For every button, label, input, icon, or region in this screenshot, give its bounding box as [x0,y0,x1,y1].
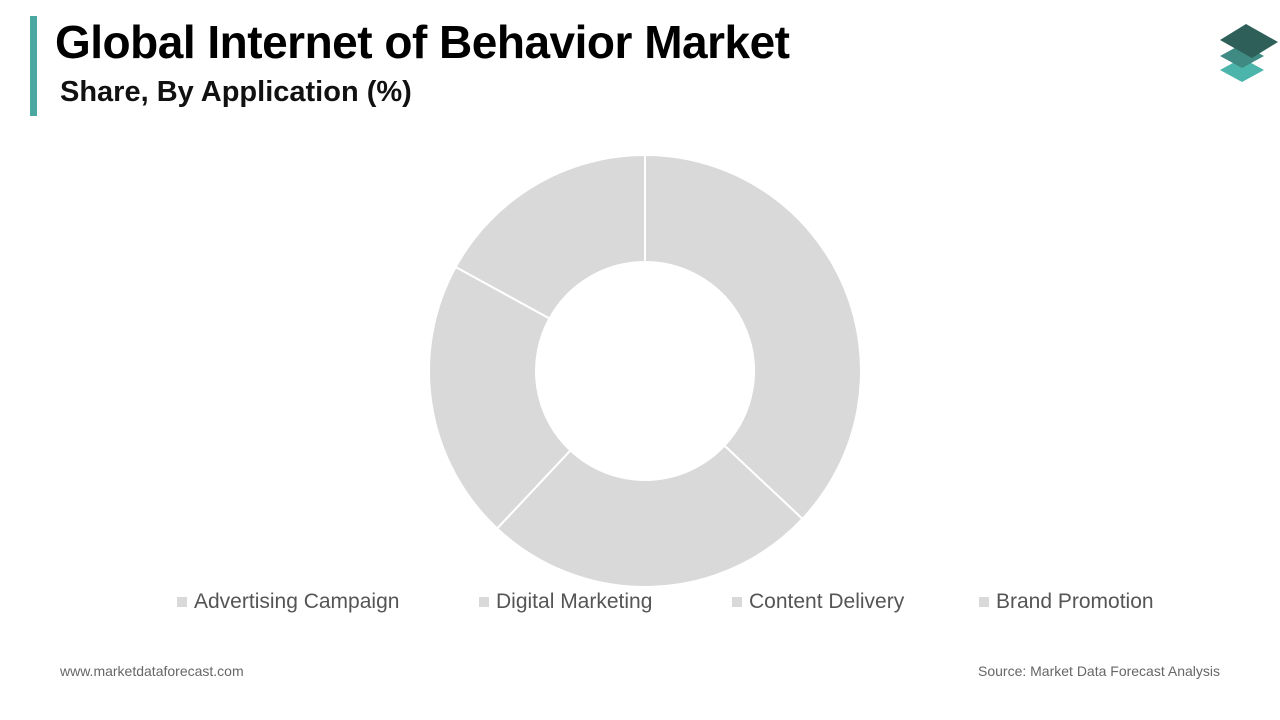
legend-item-content-delivery: Content Delivery [732,588,904,616]
legend-swatch [177,597,187,607]
legend-item-advertising-campaign: Advertising Campaign [177,588,399,616]
page-subtitle: Share, By Application (%) [60,76,412,108]
legend-item-digital-marketing: Digital Marketing [479,588,652,616]
donut-slice-advertising-campaign [644,153,862,521]
legend-swatch [732,597,742,607]
stacked-layers-icon [1220,24,1278,82]
chart-legend: Advertising Campaign Digital Marketing C… [0,588,1280,616]
legend-swatch [479,597,489,607]
legend-label: Brand Promotion [996,590,1154,613]
logo-layer-top [1220,24,1278,58]
legend-item-brand-promotion: Brand Promotion [979,588,1154,616]
donut-slice-digital-marketing [495,444,804,588]
legend-label: Digital Marketing [496,590,653,613]
legend-swatch [979,597,989,607]
donut-slices [428,153,862,588]
brand-logo [1220,24,1278,82]
logo-layer-bottom [1220,58,1264,82]
donut-slice-content-delivery [428,265,572,530]
legend-label: Content Delivery [749,590,905,613]
donut-slice-brand-promotion [454,153,646,320]
legend-label: Advertising Campaign [194,590,400,613]
footer-source: Source: Market Data Forecast Analysis [978,663,1220,679]
title-accent-bar [30,16,37,116]
page-title: Global Internet of Behavior Market [55,16,790,68]
footer-website: www.marketdataforecast.com [60,663,244,679]
